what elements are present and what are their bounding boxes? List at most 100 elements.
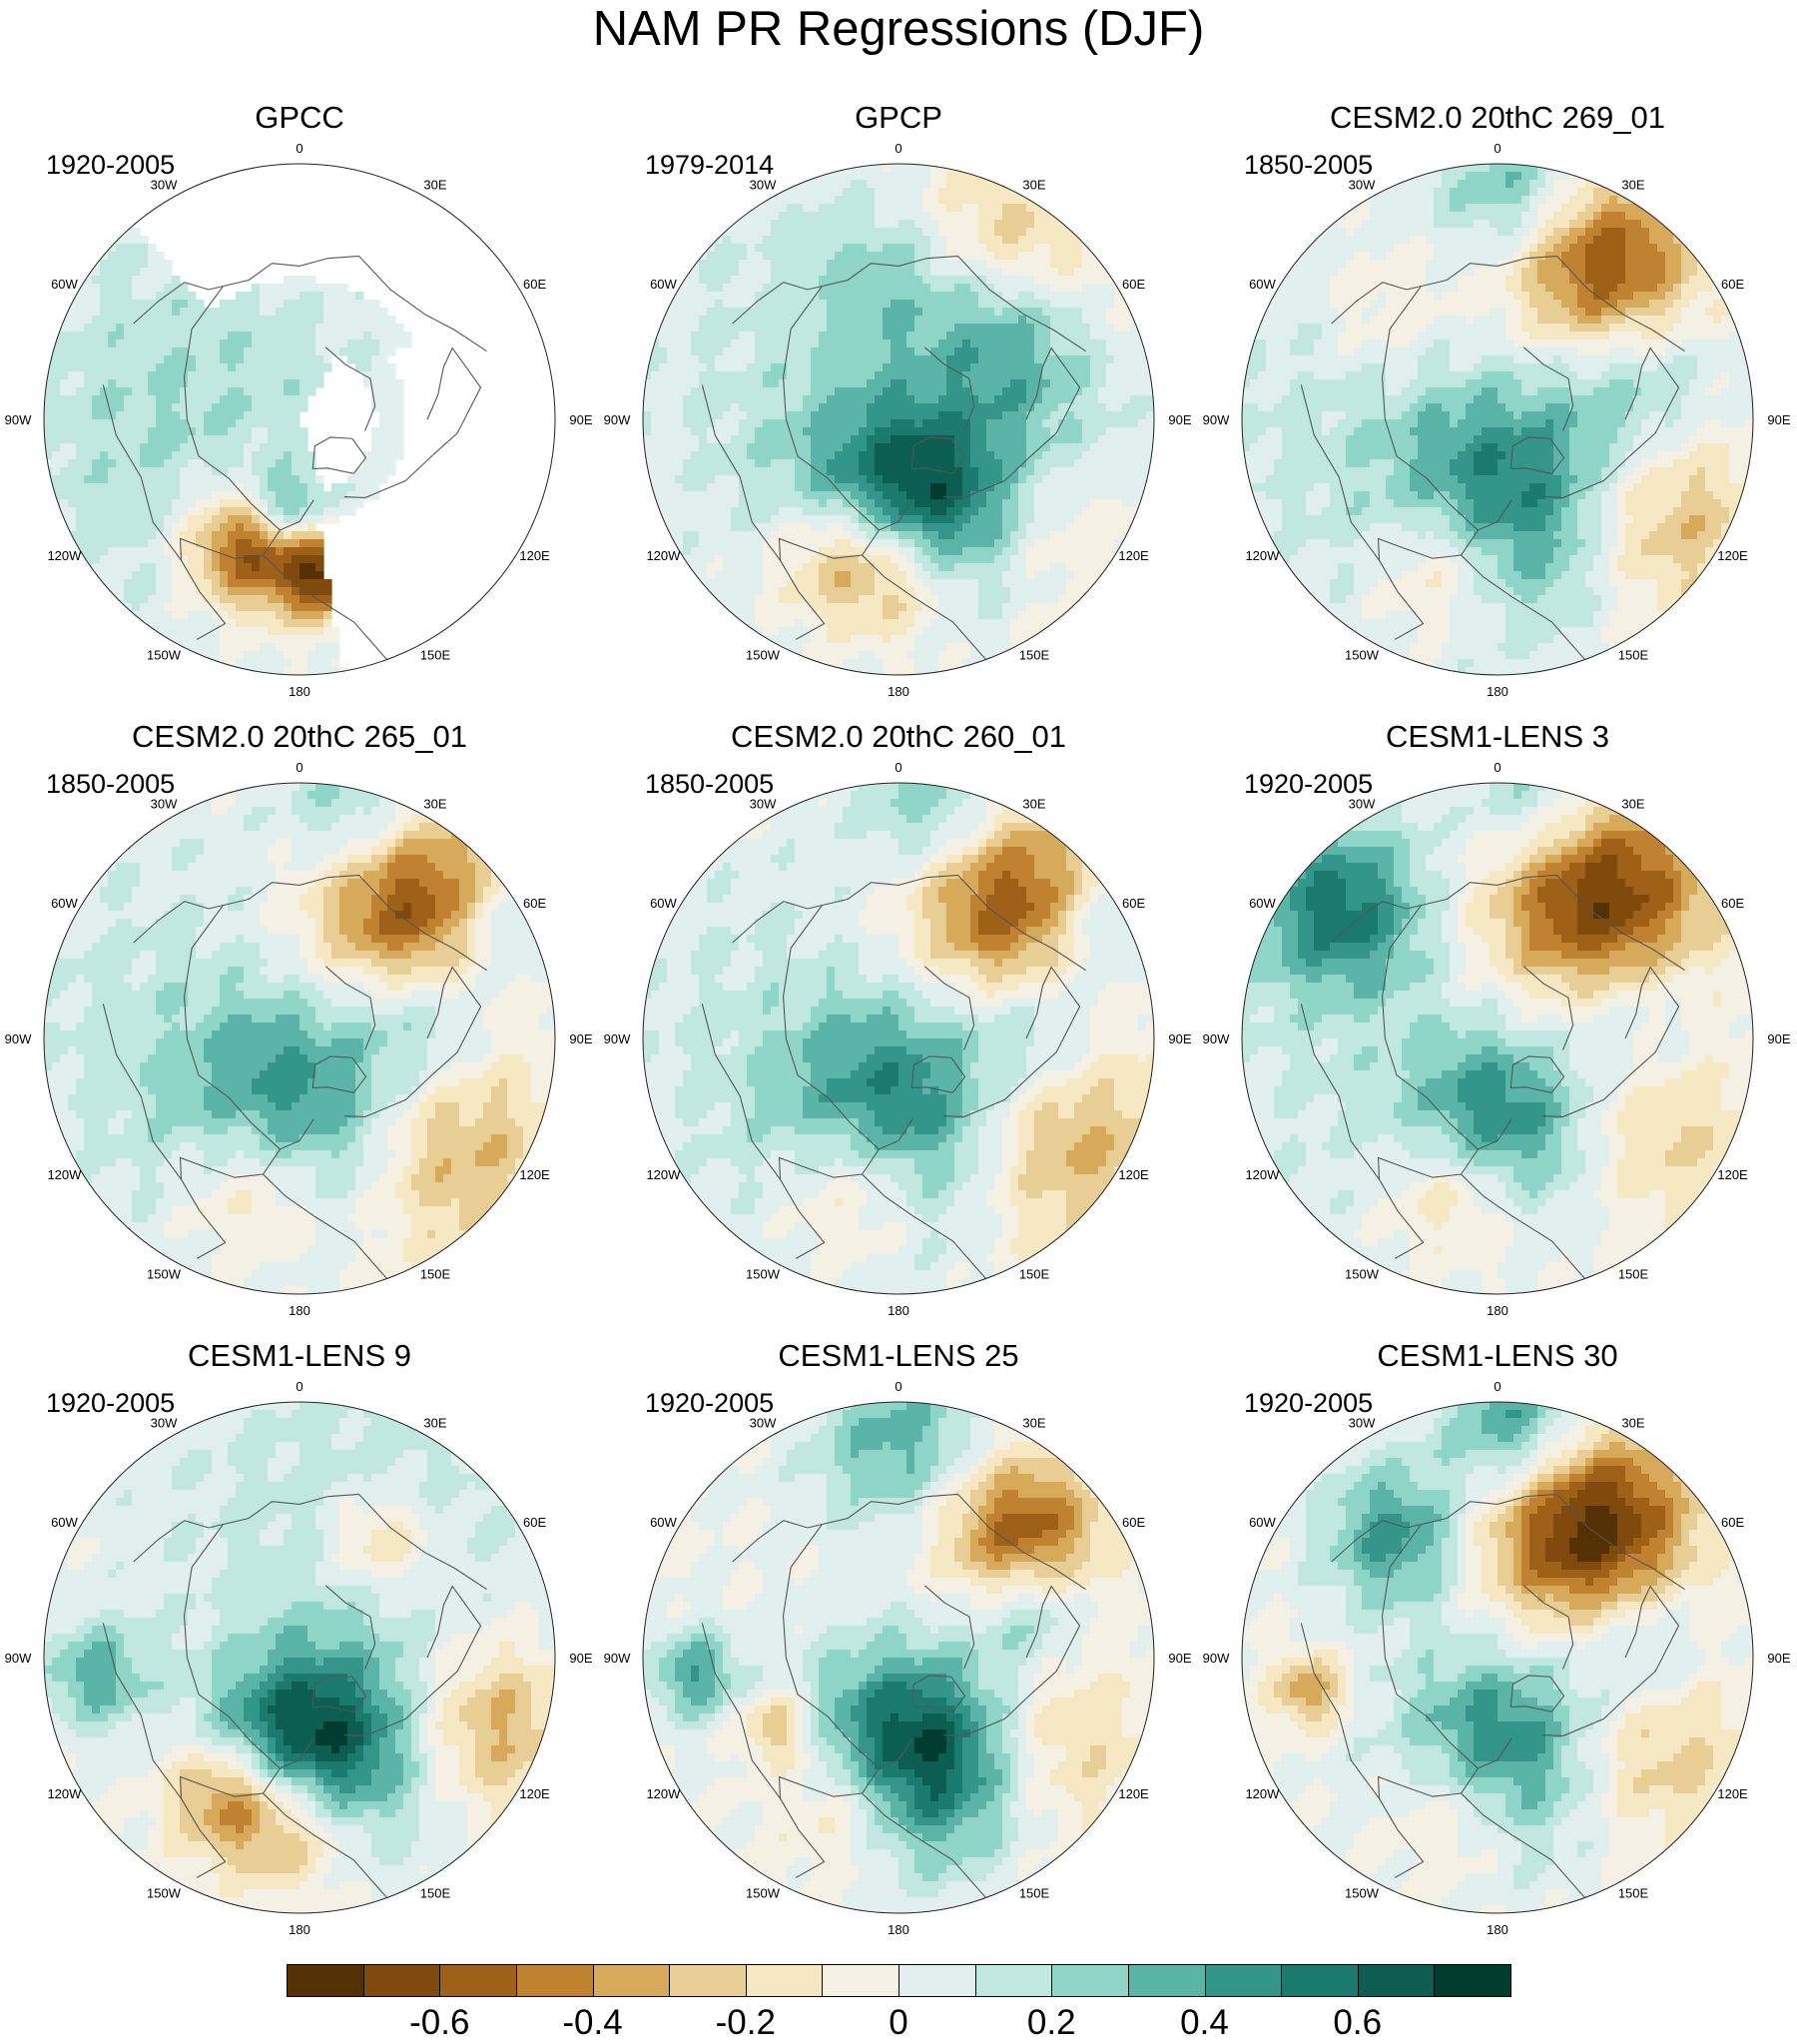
longitude-label: 150E [1618, 1267, 1649, 1282]
coastline [1331, 874, 1685, 972]
coastline [1381, 1524, 1479, 1769]
colorbar-label: -0.6 [389, 2004, 489, 2042]
longitude-label: 120E [1118, 1786, 1149, 1801]
colorbar-swatch [745, 1964, 824, 1997]
longitude-label: 30W [151, 796, 178, 811]
coastline [701, 1004, 781, 1180]
longitude-label: 90W [1203, 1031, 1230, 1046]
map-border [642, 1401, 1155, 1914]
longitude-label: 120W [646, 1786, 681, 1801]
longitude-label: 0 [1494, 1379, 1500, 1394]
map-border [1241, 163, 1754, 676]
longitude-label: 60E [523, 1515, 546, 1530]
coastline [179, 1775, 264, 1878]
colorbar-swatch [1204, 1964, 1283, 1997]
colorbar-label: 0.6 [1308, 2004, 1408, 2042]
coastline [1377, 1775, 1462, 1878]
coastline [1522, 966, 1574, 1050]
longitude-label: 150W [746, 648, 781, 663]
map-border [43, 163, 556, 676]
longitude-label: 60W [1249, 1515, 1276, 1530]
map-panel: CESM2.0 20thC 269_01 180 150E 120E 90E 60E 30E… [1198, 100, 1797, 719]
longitude-label: 0 [895, 760, 901, 775]
longitude-label: 90E [1767, 412, 1790, 427]
polar-map: 180 150E 120E 90E 60E 30E 0 30W 60W 90W 120W 150W [1203, 1379, 1791, 1937]
longitude-label: 30E [1621, 177, 1644, 192]
map-border [1241, 1401, 1754, 1914]
panel-title: CESM1-LENS 25 [599, 1338, 1198, 1374]
longitude-label: 180 [289, 1922, 310, 1937]
longitude-label: 90W [604, 1651, 631, 1666]
coastline [102, 384, 182, 561]
longitude-label: 60W [650, 1515, 677, 1530]
precip-field [44, 783, 555, 1294]
coastline [1522, 346, 1574, 431]
panel-title: CESM1-LENS 9 [0, 1338, 599, 1374]
longitude-label: 90E [1168, 412, 1191, 427]
precip-field [1242, 1402, 1753, 1913]
map-border [1241, 782, 1754, 1295]
longitude-label: 60W [1249, 896, 1276, 911]
coastline [1509, 436, 1565, 474]
longitude-label: 90E [569, 412, 592, 427]
map-border [43, 1401, 556, 1914]
panel-title: GPCP [599, 100, 1198, 136]
coastline [1377, 1156, 1462, 1259]
longitude-label: 180 [888, 1922, 909, 1937]
longitude-label: 150E [1618, 648, 1649, 663]
longitude-label: 30W [151, 1415, 178, 1430]
coastline [1381, 286, 1479, 531]
coastline [910, 1055, 966, 1093]
longitude-label: 120E [519, 548, 550, 563]
longitude-label: 90E [1168, 1651, 1191, 1666]
coastline [701, 1623, 781, 1799]
coastline [782, 1524, 880, 1769]
longitude-label: 180 [289, 1303, 310, 1318]
colorbar-swatch [822, 1964, 899, 1997]
coastline [343, 1585, 482, 1736]
longitude-label: 60E [523, 896, 546, 911]
longitude-label: 150W [746, 1886, 781, 1901]
coastline [1460, 1737, 1585, 1898]
longitude-label: 180 [1487, 1922, 1508, 1937]
longitude-label: 30E [423, 177, 446, 192]
longitude-label: 150E [1019, 1267, 1050, 1282]
polar-map: 180 150E 120E 90E 60E 30E 0 30W 60W 90W 120W 150W [1203, 760, 1791, 1318]
longitude-label: 150W [1345, 1886, 1380, 1901]
longitude-label: 30W [1349, 177, 1376, 192]
colorbar-swatch [1281, 1964, 1359, 1997]
longitude-label: 30E [423, 796, 446, 811]
coastline [1460, 499, 1585, 660]
precip-field [44, 164, 555, 675]
precip-field [44, 1402, 555, 1913]
coastline [923, 1585, 975, 1670]
coastline [1541, 1585, 1680, 1736]
longitude-label: 150W [147, 1267, 182, 1282]
longitude-label: 120E [1118, 1167, 1149, 1182]
map-panel: GPCC 180 150E 120E 90E 60E 30E 0 30W 60W 90W 120W 15… [0, 100, 599, 719]
coastline [133, 1493, 487, 1591]
longitude-label: 180 [888, 1303, 909, 1318]
longitude-label: 60E [1122, 1515, 1145, 1530]
colorbar-swatch [439, 1964, 517, 1997]
coastline [732, 1493, 1086, 1591]
coastline [179, 537, 264, 640]
longitude-label: 30W [750, 796, 777, 811]
coastline [183, 286, 281, 531]
colorbar-swatch [1357, 1964, 1436, 1997]
longitude-label: 30E [1022, 177, 1045, 192]
precip-field [643, 1402, 1154, 1913]
longitude-label: 60W [1249, 277, 1276, 292]
coastline [923, 346, 975, 431]
panel-title: GPCC [0, 100, 599, 136]
polar-map: 180 150E 120E 90E 60E 30E 0 30W 60W 90W 120W 150W [604, 1379, 1192, 1937]
map-panel: CESM1-LENS 25 180 150E 120E 90E 60E 30E 0 30W 60W… [599, 1338, 1198, 1957]
longitude-label: 90W [5, 1651, 32, 1666]
polar-map: 180 150E 120E 90E 60E 30E 0 30W 60W 90W 120W 150W [1203, 141, 1791, 699]
panel-period: 1850-2005 [645, 769, 774, 799]
colorbar-swatch [669, 1964, 747, 1997]
longitude-label: 60E [1721, 1515, 1744, 1530]
longitude-label: 60W [650, 896, 677, 911]
coastline [262, 499, 387, 660]
coastline [732, 874, 1086, 972]
